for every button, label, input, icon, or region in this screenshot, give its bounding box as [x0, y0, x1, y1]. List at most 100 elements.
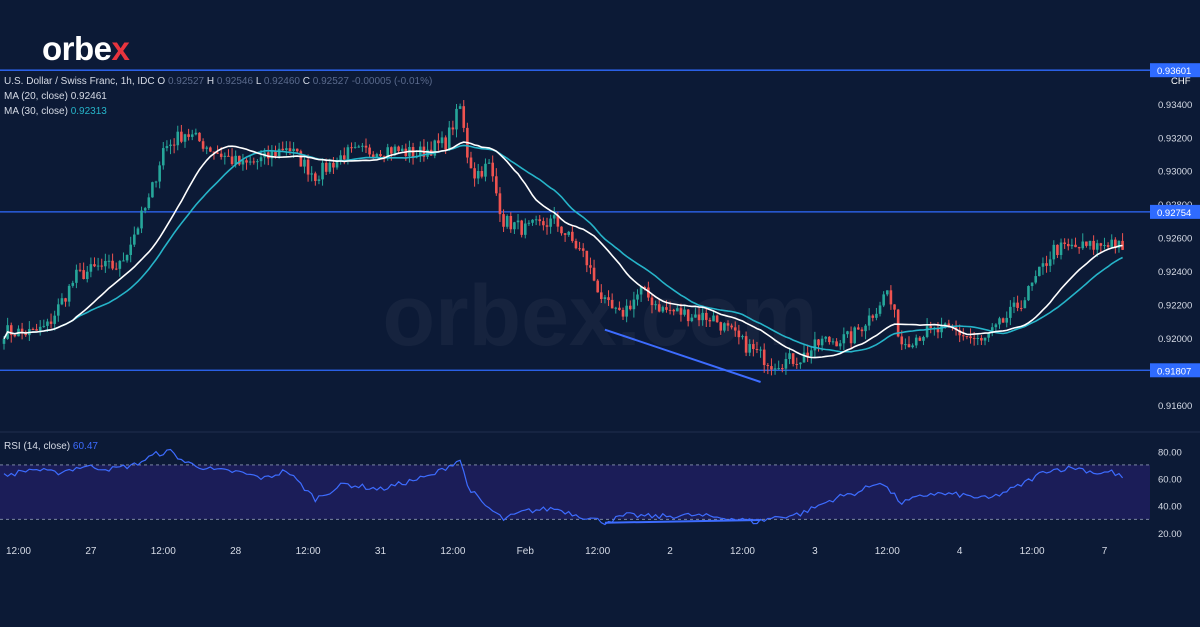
candle-body	[600, 292, 603, 300]
candle-body	[71, 282, 75, 286]
candle-body	[122, 260, 125, 262]
candle-body	[972, 338, 976, 340]
candle-body	[639, 287, 643, 295]
candle-body	[212, 151, 216, 153]
candle-body	[353, 146, 357, 148]
price-trendline	[604, 328, 761, 383]
time-axis-tick: 12:00	[151, 546, 176, 557]
candle-body	[256, 161, 259, 163]
high-value: 0.92546	[216, 76, 254, 87]
candle-body	[201, 141, 205, 149]
candle-body	[357, 146, 361, 148]
candle-body	[650, 297, 654, 306]
rsi-legend: RSI (14, close) 60.47	[4, 441, 98, 452]
candle-body	[987, 332, 990, 338]
candle-body	[755, 349, 759, 351]
candle-body	[697, 314, 701, 321]
symbol-legend: U.S. Dollar / Swiss Franc, 1h, IDC O 0.9…	[4, 76, 432, 87]
candle-body	[690, 317, 694, 322]
candle-body	[538, 219, 542, 222]
candle-body	[744, 336, 748, 353]
candle-body	[125, 254, 129, 261]
candle-body	[907, 344, 911, 348]
candle-body	[335, 160, 339, 168]
candle-body	[1099, 243, 1103, 246]
candle-body	[969, 336, 972, 339]
candle-body	[447, 127, 451, 150]
candle-body	[1019, 307, 1023, 309]
price-axis-tick: 0.93000	[1158, 167, 1192, 178]
candle-body	[777, 368, 780, 370]
price-axis-tick: 0.92400	[1158, 267, 1192, 278]
candle-body	[158, 165, 161, 182]
candle-body	[647, 287, 650, 298]
candle-body	[1085, 241, 1088, 246]
candle-body	[469, 157, 473, 169]
candle-body	[531, 219, 534, 223]
candle-body	[828, 336, 831, 343]
candle-body	[190, 134, 194, 137]
candle-body	[444, 137, 447, 150]
candle-body	[317, 179, 321, 181]
ma30-label: MA (30, close)	[4, 106, 68, 117]
candle-body	[831, 341, 835, 343]
candle-body	[1001, 318, 1005, 323]
candle-body	[187, 134, 190, 137]
candle-body	[795, 363, 799, 365]
candle-body	[227, 155, 230, 157]
level-price-tag	[1150, 204, 1200, 219]
candle-body	[57, 304, 60, 316]
candle-body	[802, 352, 806, 363]
candle-body	[13, 334, 17, 337]
candle-body	[484, 163, 487, 177]
candle-body	[914, 337, 918, 346]
candle-body	[371, 154, 375, 159]
candle-body	[281, 148, 285, 151]
candle-body	[176, 131, 180, 146]
candle-body	[1023, 300, 1027, 309]
candle-body	[85, 271, 89, 279]
candle-body	[628, 305, 632, 310]
candle-body	[60, 298, 64, 305]
candle-body	[900, 336, 904, 345]
candle-body	[922, 336, 925, 341]
candle-body	[2, 338, 6, 344]
candle-body	[107, 260, 111, 262]
candle-body	[216, 152, 219, 154]
rsi-axis-tick: 60.00	[1158, 475, 1182, 486]
rsi-label: RSI (14, close)	[4, 441, 71, 452]
candle-body	[42, 325, 46, 327]
candle-body	[104, 260, 107, 267]
candle-body	[571, 231, 574, 241]
candle-body	[741, 336, 744, 338]
candle-body	[1088, 240, 1092, 246]
candle-body	[581, 248, 585, 251]
candle-body	[904, 344, 907, 346]
candle-body	[534, 219, 538, 221]
time-axis-tick: 31	[375, 546, 387, 557]
rsi-line	[3, 448, 1124, 526]
candle-body	[990, 327, 994, 333]
candle-body	[473, 168, 476, 179]
candle-body	[339, 155, 342, 161]
time-axis-tick: 7	[1102, 546, 1108, 557]
candle-body	[661, 307, 665, 312]
candle-body	[78, 269, 82, 271]
candle-body	[1030, 282, 1034, 287]
candle-body	[636, 294, 639, 300]
candle-body	[882, 294, 885, 306]
candle-body	[911, 345, 914, 348]
candle-body	[672, 309, 675, 312]
candle-body	[100, 265, 104, 267]
candle-body	[824, 336, 828, 339]
candle-body	[983, 337, 987, 341]
candle-body	[1038, 266, 1041, 277]
candle-body	[324, 162, 328, 172]
candle-body	[759, 349, 762, 351]
candle-body	[274, 151, 277, 157]
candle-body	[393, 146, 397, 154]
candle-body	[694, 314, 697, 318]
candle-body	[752, 344, 755, 350]
candle-body	[245, 160, 248, 163]
